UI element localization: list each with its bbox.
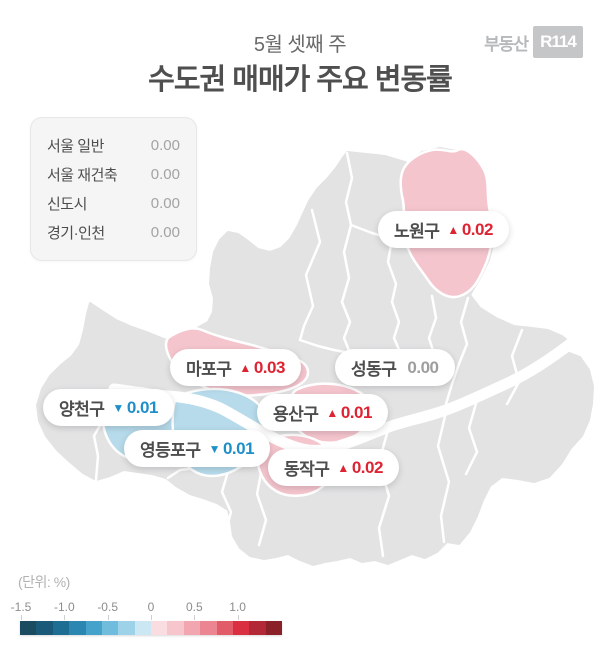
summary-panel: 서울 일반 0.00 서울 재건축 0.00 신도시 0.00 경기·인천 0.… xyxy=(30,117,197,261)
legend-tick-label: 1.0 xyxy=(229,600,246,614)
seoul-outline xyxy=(36,147,594,566)
legend-tick-mark xyxy=(64,615,66,620)
map-pill-dongjak: 동작구 ▲ 0.02 xyxy=(268,449,399,486)
map-pill-mapo: 마포구 ▲ 0.03 xyxy=(170,349,301,386)
legend-color-cell xyxy=(20,621,37,635)
up-triangle-icon: ▲ xyxy=(447,222,459,237)
legend-color-cell xyxy=(85,621,102,635)
district-name: 영등포구 xyxy=(140,441,201,460)
legend-tick-mark xyxy=(194,615,196,620)
legend-color-cell xyxy=(134,621,151,635)
legend-tick-mark xyxy=(150,615,152,620)
report-week: 5월 셋째 주 xyxy=(253,34,347,56)
legend-bar xyxy=(20,621,282,635)
summary-row: 서울 일반 0.00 xyxy=(47,131,180,160)
change-value: ▲ 0.02 xyxy=(337,457,383,477)
up-triangle-icon: ▲ xyxy=(326,405,338,420)
district-name: 용산구 xyxy=(273,405,319,424)
legend-tick-label: -0.5 xyxy=(97,600,118,614)
legend-tick-label: -1.0 xyxy=(53,600,75,614)
district-name: 성동구 xyxy=(351,360,397,379)
legend-color-cell xyxy=(167,621,184,635)
legend-color-cell xyxy=(151,621,168,635)
map-pill-yeongdeungpo: 영등포구 ▼ 0.01 xyxy=(124,430,271,467)
map-pill-seongdong: 성동구 0.00 xyxy=(335,349,455,386)
legend-color-cell xyxy=(216,621,233,635)
legend-color-cell xyxy=(200,621,217,635)
legend-tick-mark xyxy=(237,615,239,620)
district-name: 마포구 xyxy=(186,360,232,379)
change-value: ▼ 0.01 xyxy=(112,397,158,417)
legend-color-cell xyxy=(265,621,282,635)
map-pill-yongsan: 용산구 ▲ 0.01 xyxy=(257,394,388,431)
legend-ticks: -1.5 -1.0 -0.5 0 0.5 1.0 xyxy=(11,600,283,620)
map-pill-yangcheon: 양천구 ▼ 0.01 xyxy=(43,389,174,426)
legend-color-cell xyxy=(69,621,86,635)
up-triangle-icon: ▲ xyxy=(337,460,349,475)
up-triangle-icon: ▲ xyxy=(239,360,251,375)
change-value: 0.00 xyxy=(407,357,439,377)
brand-logo-badge: R114 xyxy=(533,26,583,58)
down-triangle-icon: ▼ xyxy=(112,400,124,415)
summary-value: 0.00 xyxy=(150,224,180,241)
summary-row: 경기·인천 0.00 xyxy=(47,218,180,247)
summary-label: 서울 일반 xyxy=(47,138,104,155)
summary-label: 신도시 xyxy=(47,196,87,213)
unit-label: (단위: %) xyxy=(18,574,70,590)
summary-value: 0.00 xyxy=(150,137,180,154)
brand-logo: 부동산 R114 xyxy=(484,26,583,58)
change-value: ▲ 0.02 xyxy=(447,219,493,239)
map-pill-nowon: 노원구 ▲ 0.02 xyxy=(378,211,509,248)
change-value: ▲ 0.01 xyxy=(326,402,372,422)
change-value: ▼ 0.01 xyxy=(208,438,255,458)
legend-color-cell xyxy=(183,621,201,635)
summary-row: 신도시 0.00 xyxy=(47,189,180,218)
district-name: 노원구 xyxy=(394,222,440,241)
district-name: 양천구 xyxy=(59,400,105,419)
legend-color-cell xyxy=(52,621,70,635)
legend-color-cell xyxy=(101,621,119,635)
summary-label: 서울 재건축 xyxy=(47,167,118,184)
summary-row: 서울 재건축 0.00 xyxy=(47,160,180,189)
legend-tick-mark xyxy=(107,615,109,620)
legend-tick-label: 0 xyxy=(147,600,155,614)
summary-label: 경기·인천 xyxy=(47,225,105,242)
legend-color-cell xyxy=(36,621,53,635)
district-name: 동작구 xyxy=(284,460,330,479)
legend-tick-label: -1.5 xyxy=(10,600,32,614)
summary-value: 0.00 xyxy=(150,166,180,183)
legend-tick-mark xyxy=(21,615,22,620)
page-title: 수도권 매매가 주요 변동률 xyxy=(148,64,453,96)
summary-value: 0.00 xyxy=(150,195,180,212)
legend-color-cell xyxy=(249,621,266,635)
legend-color-cell xyxy=(232,621,250,635)
change-value: ▲ 0.03 xyxy=(239,357,285,377)
legend-color-cell xyxy=(118,621,135,635)
han-river xyxy=(108,332,584,456)
brand-logo-text: 부동산 xyxy=(484,34,529,54)
down-triangle-icon: ▼ xyxy=(208,441,221,456)
legend-tick-label: 0.5 xyxy=(185,600,203,614)
